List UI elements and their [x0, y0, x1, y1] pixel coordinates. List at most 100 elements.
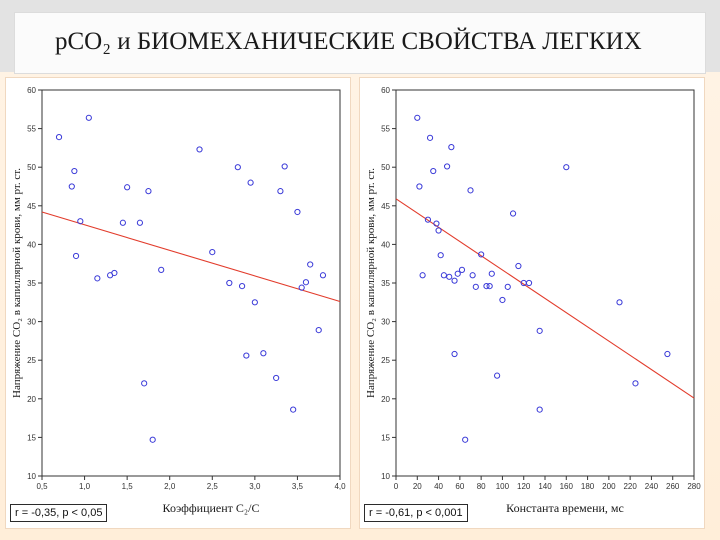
- data-point: [273, 374, 280, 382]
- scatter-chart-right: 10 15 20 25 30 35 40 45 50 55 60 0 20 40 60 80 100 120 140…: [365, 86, 701, 515]
- data-point: [435, 227, 442, 234]
- data-point: [472, 283, 479, 290]
- data-point: [462, 436, 469, 443]
- x-tick-label: 200: [602, 482, 616, 491]
- chart-panel-left: 10 15 20 25 30 35 40 45 50 55 60 0,5 1,0 1,5 2,0 2,5 3,0…: [6, 78, 350, 528]
- data-point: [94, 275, 101, 282]
- data-point: [536, 327, 543, 334]
- data-point: [499, 296, 506, 304]
- x-tick-label: 4,0: [334, 482, 346, 491]
- y-tick-label: 55: [381, 125, 390, 134]
- data-point: [145, 188, 152, 195]
- x-tick-label: 240: [645, 482, 659, 491]
- y-tick-label: 40: [381, 240, 390, 249]
- x-tick-label: 180: [581, 482, 595, 491]
- plot-frame: [395, 89, 695, 477]
- data-point: [440, 272, 447, 279]
- data-point: [238, 282, 246, 290]
- y-tick-label: 35: [381, 279, 390, 288]
- y-tick-label: 60: [27, 86, 36, 95]
- y-tick-label: 50: [381, 163, 390, 172]
- data-point: [467, 187, 474, 194]
- x-tick-label: 100: [496, 482, 510, 491]
- regression-line: [41, 211, 341, 303]
- data-point: [454, 270, 461, 277]
- y-tick-label: 30: [27, 318, 36, 327]
- data-point: [251, 299, 258, 306]
- x-tick-label: 260: [666, 482, 680, 491]
- data-point: [486, 282, 493, 290]
- data-point: [458, 266, 466, 273]
- data-point: [451, 350, 458, 358]
- data-point: [536, 406, 543, 413]
- data-point: [446, 273, 453, 280]
- data-point: [71, 167, 78, 175]
- y-tick-label: 15: [27, 433, 36, 442]
- data-point: [664, 350, 671, 358]
- data-point: [488, 270, 495, 277]
- data-point: [85, 114, 92, 121]
- data-point: [234, 164, 241, 171]
- data-point: [136, 219, 144, 226]
- data-point: [72, 252, 80, 260]
- regression-line: [395, 198, 695, 399]
- data-point: [294, 208, 301, 216]
- data-point: [433, 220, 440, 227]
- x-axis-label: Коэффициент С₂/С: [163, 501, 260, 515]
- y-tick-label: 35: [27, 279, 36, 288]
- data-point: [478, 251, 485, 258]
- x-axis-label: Константа времени, мс: [506, 501, 624, 515]
- x-tick-label: 3,0: [249, 482, 261, 491]
- x-tick-label: 220: [623, 482, 637, 491]
- data-point: [451, 277, 458, 284]
- data-point: [243, 352, 250, 359]
- x-tick-label: 120: [517, 482, 531, 491]
- x-tick-label: 80: [477, 482, 486, 491]
- x-tick-label: 40: [434, 482, 443, 491]
- x-tick-label: 0: [394, 482, 399, 491]
- x-tick-label: 1,0: [79, 482, 91, 491]
- data-point: [515, 262, 522, 270]
- data-point: [414, 114, 421, 121]
- data-point: [616, 299, 623, 306]
- data-point: [426, 134, 434, 141]
- data-point: [209, 249, 216, 256]
- data-point: [247, 179, 254, 186]
- data-point: [141, 380, 148, 387]
- x-tick-label: 1,5: [122, 482, 134, 491]
- data-point: [509, 210, 517, 217]
- y-tick-label: 20: [381, 395, 390, 404]
- data-point: [494, 372, 501, 379]
- data-point: [504, 283, 511, 290]
- y-tick-label: 45: [27, 202, 36, 211]
- data-point: [281, 163, 288, 170]
- correlation-stat-right: r = -0,61, p < 0,001: [364, 504, 468, 522]
- data-point: [315, 326, 322, 334]
- data-point: [632, 380, 639, 387]
- data-point: [68, 183, 75, 190]
- x-tick-label: 60: [455, 482, 464, 491]
- data-point: [443, 163, 451, 170]
- x-tick-label: 140: [538, 482, 552, 491]
- data-point: [158, 266, 165, 273]
- data-point: [430, 167, 437, 175]
- data-point: [226, 279, 233, 287]
- data-point: [437, 252, 444, 259]
- data-point: [483, 282, 490, 290]
- data-point: [419, 272, 426, 279]
- y-tick-label: 55: [27, 125, 36, 134]
- x-tick-label: 280: [687, 482, 701, 491]
- data-point: [260, 350, 267, 357]
- y-axis-label: Напряжение СО₂ в капиллярной крови, мм р…: [365, 168, 377, 398]
- scatter-chart-left: 10 15 20 25 30 35 40 45 50 55 60 0,5 1,0 1,5 2,0 2,5 3,0…: [11, 86, 346, 515]
- y-tick-label: 15: [381, 433, 390, 442]
- data-point: [55, 133, 63, 141]
- y-tick-label: 25: [381, 356, 390, 365]
- title-bar: рСО₂ и БИОМЕХАНИЧЕСКИЕ СВОЙСТВА ЛЕГКИХ: [14, 12, 706, 74]
- slide-title: рСО₂ и БИОМЕХАНИЧЕСКИЕ СВОЙСТВА ЛЕГКИХ: [55, 28, 642, 55]
- y-tick-label: 40: [27, 240, 36, 249]
- correlation-stat-left: r = -0,35, p < 0,05: [10, 504, 108, 522]
- x-tick-label: 0,5: [36, 482, 48, 491]
- data-point: [277, 188, 284, 195]
- data-point: [424, 216, 432, 223]
